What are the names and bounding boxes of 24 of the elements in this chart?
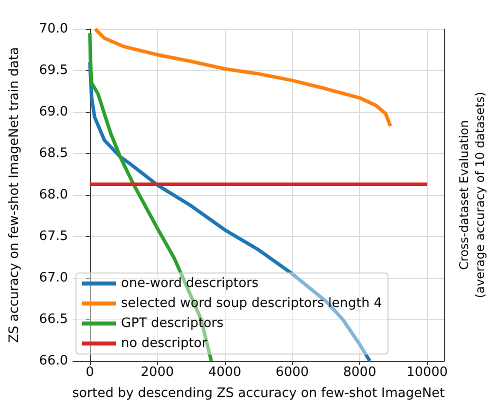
legend-label: no descriptor (121, 336, 208, 351)
line-series (94, 27, 392, 128)
x-tick-label: 6000 (276, 365, 309, 380)
y-tick-label: 68.0 (39, 188, 68, 202)
y2-axis-title: Cross-dataset Evaluation (average accuracy of 10 datasets) (457, 92, 487, 298)
line-series (88, 60, 372, 363)
y-tick-label: 68.5 (39, 146, 68, 161)
y-tick-label: 66.0 (39, 354, 68, 368)
y-tick-label: 66.5 (39, 312, 68, 327)
legend-label: one-word descriptors (121, 276, 259, 291)
y-tick-label: 70.0 (39, 22, 68, 36)
y-axis-title: ZS accuracy on few-shot ImageNet train data (7, 47, 22, 343)
x-tick-label: 8000 (343, 365, 376, 380)
y-tick-label: 69.0 (39, 104, 68, 120)
y-tick-label: 67.5 (39, 229, 68, 244)
x-tick-label: 4000 (208, 365, 242, 380)
x-tick-label: 10000 (406, 365, 448, 380)
x-tick-label: 2000 (140, 365, 174, 380)
y-tick-label: 69.5 (39, 63, 68, 78)
x-tick-label: 0 (86, 365, 94, 380)
x-axis-title: sorted by descending ZS accuracy on few-shot ImageNet (72, 386, 445, 401)
legend-label: GPT descriptors (121, 316, 224, 331)
legend-label: selected word soup descriptors length 4 (121, 296, 382, 311)
y-tick-label: 67.0 (39, 270, 68, 286)
